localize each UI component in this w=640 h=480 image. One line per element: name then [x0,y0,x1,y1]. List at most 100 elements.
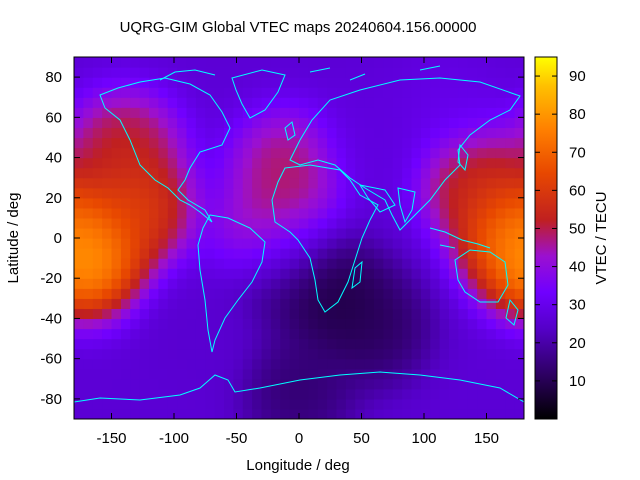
heat-cell [336,87,347,98]
heat-cell [205,227,216,239]
heat-cell [252,298,263,309]
heat-cell [364,248,375,259]
heat-cell [345,248,356,259]
heat-cell [317,388,328,400]
heat-cell [139,318,150,330]
heat-cell [495,157,506,169]
heat-cell [158,177,169,189]
heat-cell [252,147,263,159]
heat-cell [280,248,291,259]
heat-cell [374,207,384,219]
heat-cell [214,147,225,159]
heat-cell [149,147,159,159]
coastline-indonesia [429,227,491,249]
heat-cell [383,147,394,159]
heat-cell [467,368,478,380]
heat-cell [233,197,244,209]
heat-cell [439,258,450,269]
coastline-arabia [358,184,396,213]
heat-cell [242,368,253,380]
heat-cell [336,358,347,370]
heat-cell [111,127,122,139]
heat-cell [92,288,103,299]
heat-cell [467,278,478,289]
heat-cell [270,338,281,350]
heat-cell [486,97,497,108]
heat-cell [280,348,291,360]
heat-cell [242,217,253,229]
heat-cell [242,57,253,68]
heat-cell [364,97,375,108]
heat-cell [495,117,506,128]
heat-cell [495,258,506,269]
heat-cell [486,388,497,400]
heat-cell [449,388,459,400]
heat-cell [214,238,225,249]
heat-cell [317,217,328,229]
heat-cell [439,177,450,189]
heat-cell [486,358,497,370]
heat-cell [289,97,300,108]
heat-cell [270,378,281,390]
coastline-africa [271,164,379,313]
heat-cell [486,167,497,179]
heat-cell [205,87,216,98]
heat-cell [364,338,375,350]
heat-cell [74,288,84,299]
heat-cell [224,197,234,209]
heat-cell [158,368,169,380]
heat-cell [392,227,403,239]
heat-cell [205,348,216,360]
heat-cell [317,298,328,309]
heat-cell [289,388,300,400]
heat-cell [308,87,319,98]
heat-cell [252,227,263,239]
heat-cell [336,167,347,179]
heat-cell [345,97,356,108]
heat-cell [111,67,122,78]
heat-cell [233,278,244,289]
heat-cell [74,137,84,149]
heat-cell [289,107,300,118]
heat-cell [195,348,206,360]
heat-cell [374,127,384,139]
heat-cell [224,177,234,189]
heat-cell [289,318,300,330]
heat-cell [355,358,366,370]
heat-cell [158,117,169,128]
heat-cell [486,187,497,199]
heat-cell [383,328,394,340]
heat-cell [102,308,113,320]
heat-cell [439,358,450,370]
heat-cell [411,298,422,309]
heat-cell [458,358,469,370]
heat-cell [186,268,197,279]
heat-cell [186,117,197,128]
heat-cell [495,278,506,289]
heat-cell [505,248,516,259]
heat-cell [411,348,422,360]
heat-cell [420,358,431,370]
heat-cell [214,308,225,320]
heat-cell [505,107,516,118]
heat-cell [195,67,206,78]
heat-cell [355,378,366,390]
heat-cell [317,97,328,108]
heat-cell [270,248,281,259]
heat-cell [458,197,469,209]
heat-cell [252,197,263,209]
heat-cell [74,238,84,249]
heat-cell [242,348,253,360]
heat-cell [177,328,188,340]
heat-cell [177,308,188,320]
heat-cell [167,147,178,159]
heat-cell [374,248,384,259]
heat-cell [392,398,403,410]
heat-cell [383,238,394,249]
heat-cell [317,398,328,410]
heat-cell [383,137,394,149]
heat-cell [430,197,441,209]
heat-cell [270,187,281,199]
heat-cell [92,268,103,279]
heat-cell [261,87,272,98]
